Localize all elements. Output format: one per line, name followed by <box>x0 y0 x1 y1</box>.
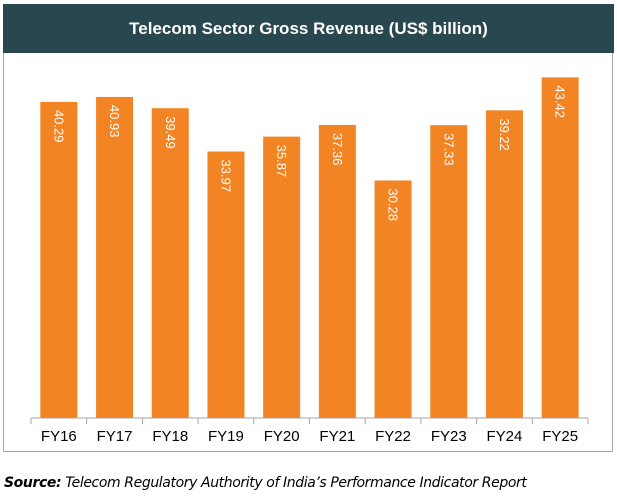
source-note: Source: Telecom Regulatory Authority of … <box>4 475 527 491</box>
x-tick-label-FY22: FY22 <box>375 428 411 445</box>
data-label-FY25: 43.42 <box>553 85 568 118</box>
x-tick-label-FY18: FY18 <box>152 428 188 445</box>
x-tick-label-FY20: FY20 <box>264 428 300 445</box>
data-label-FY20: 35.87 <box>274 145 289 178</box>
x-tick-label-FY24: FY24 <box>487 428 523 445</box>
bar-FY16 <box>40 101 78 419</box>
x-tick-label-FY16: FY16 <box>41 428 77 445</box>
x-tick-label-FY21: FY21 <box>319 428 355 445</box>
bar-FY20 <box>263 136 301 418</box>
data-label-FY24: 39.22 <box>497 118 512 151</box>
bar-FY24 <box>485 110 523 419</box>
bar-FY19 <box>207 151 245 418</box>
data-label-FY23: 37.33 <box>441 133 456 166</box>
bar-FY25 <box>541 77 579 418</box>
data-label-FY22: 30.28 <box>386 188 401 221</box>
bar-FY17 <box>96 96 134 419</box>
x-tick-label-FY17: FY17 <box>97 428 133 445</box>
data-label-FY19: 33.97 <box>218 160 233 193</box>
x-tick-label-FY23: FY23 <box>431 428 467 445</box>
source-label: Source <box>4 475 56 491</box>
bar-chart: 40.29 FY16 40.93 FY17 39.49 FY18 33.97 FY19 35.8… <box>30 77 589 445</box>
x-tick-label-FY19: FY19 <box>208 428 244 445</box>
chart-title: Telecom Sector Gross Revenue (US$ billio… <box>3 4 614 53</box>
bar-FY23 <box>430 125 468 419</box>
bar-FY21 <box>318 124 356 419</box>
data-label-FY16: 40.29 <box>51 110 66 143</box>
data-label-FY21: 37.36 <box>330 133 345 166</box>
x-tick-label-FY25: FY25 <box>542 428 578 445</box>
source-text: Telecom Regulatory Authority of India’s … <box>61 475 527 491</box>
bar-FY18 <box>151 108 189 418</box>
data-label-FY17: 40.93 <box>107 105 122 138</box>
data-label-FY18: 39.49 <box>163 116 178 149</box>
bar-FY22 <box>374 180 412 418</box>
